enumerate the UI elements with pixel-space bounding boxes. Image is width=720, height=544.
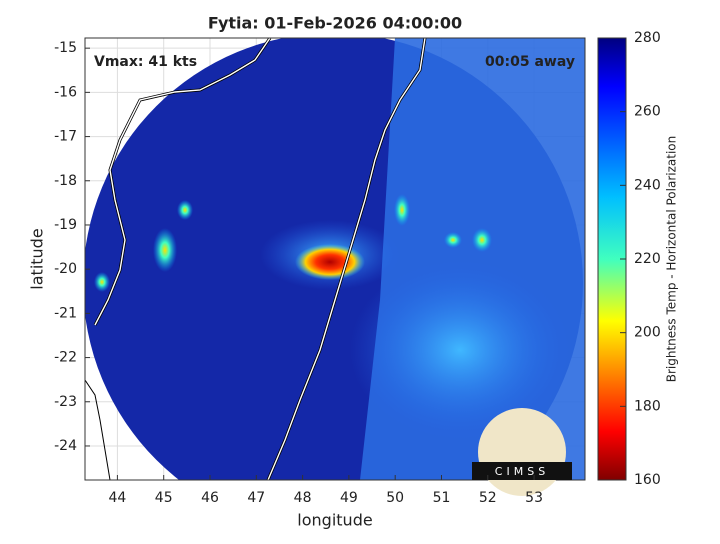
x-tick-label: 44 — [108, 490, 126, 506]
logo: CIMSS — [472, 408, 572, 496]
convection — [472, 228, 492, 252]
logo-band — [472, 462, 572, 480]
x-tick-label: 53 — [525, 490, 543, 506]
y-tick-label: -16 — [54, 84, 77, 100]
y-tick-label: -22 — [54, 350, 77, 366]
x-tick-label: 51 — [433, 490, 451, 506]
coastline — [267, 38, 426, 480]
convection — [177, 200, 193, 220]
x-tick-label: 49 — [340, 490, 358, 506]
colorbar-tick-label: 160 — [634, 472, 661, 488]
y-tick-label: -19 — [54, 217, 77, 233]
convection — [295, 244, 365, 280]
colorbar-label: Brightness Temp - Horizontal Polarizatio… — [665, 136, 679, 383]
convection — [444, 232, 462, 248]
colorbar-tick-label: 280 — [634, 30, 661, 46]
colorbar-tick-label: 220 — [634, 251, 661, 267]
convection — [394, 194, 410, 226]
convection — [94, 272, 110, 292]
vmax-label: Vmax: 41 kts — [94, 54, 197, 70]
image-layer — [85, 38, 585, 480]
x-tick-label: 45 — [155, 490, 173, 506]
plot-frame — [84, 37, 586, 481]
cloud — [350, 260, 570, 440]
y-axis-label: latitude — [28, 228, 47, 289]
colorbar-tick-label: 240 — [634, 177, 661, 193]
coastline — [85, 379, 111, 480]
y-tick-label: -20 — [54, 261, 77, 277]
x-tick-label: 48 — [294, 490, 312, 506]
y-tick-label: -18 — [54, 173, 77, 189]
logo-text: CIMSS — [495, 465, 549, 478]
convection — [153, 228, 177, 272]
title: Fytia: 01-Feb-2026 04:00:00 — [208, 14, 462, 33]
y-tick-label: -17 — [54, 129, 77, 145]
x-tick-label: 46 — [201, 490, 219, 506]
x-tick-label: 47 — [247, 490, 265, 506]
coastline — [94, 38, 271, 326]
colorbar-tick-label: 200 — [634, 325, 661, 341]
x-axis-label: longitude — [297, 511, 372, 530]
y-tick-label: -23 — [54, 394, 77, 410]
logo-circle — [478, 408, 566, 496]
time-label: 00:05 away — [485, 54, 575, 70]
y-tick-label: -24 — [54, 438, 77, 454]
colorbar-tick-label: 180 — [634, 398, 661, 414]
colorbar-tick-label: 260 — [634, 104, 661, 120]
x-tick-label: 50 — [386, 490, 404, 506]
y-tick-label: -15 — [54, 40, 77, 56]
x-tick-label: 52 — [479, 490, 497, 506]
y-tick-label: -21 — [54, 305, 77, 321]
